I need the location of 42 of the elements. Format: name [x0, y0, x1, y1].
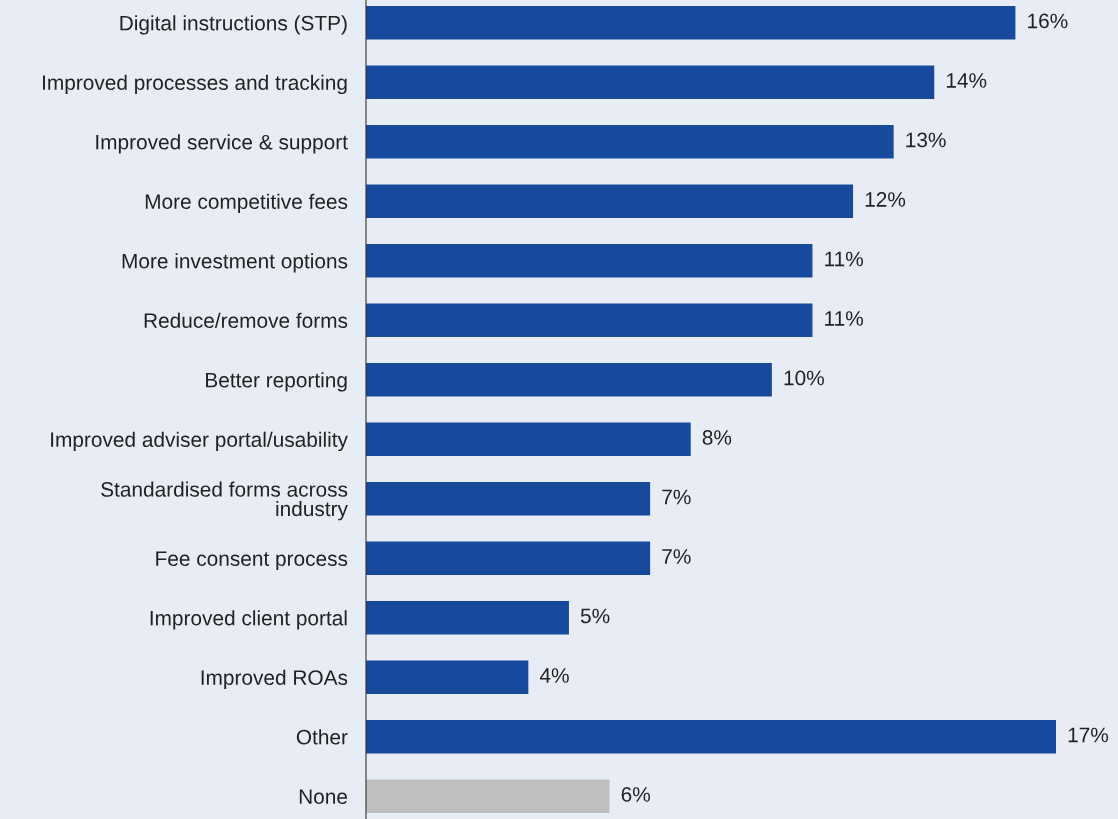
bar	[366, 363, 772, 397]
bar	[366, 720, 1056, 754]
bar	[366, 303, 813, 337]
bar	[366, 184, 854, 218]
data-label: 17%	[1068, 727, 1109, 743]
bar	[366, 482, 651, 516]
y-tick-label: Standardised forms across industry	[101, 481, 348, 521]
data-label: 12%	[865, 192, 906, 207]
y-tick-label: Improved ROAs	[201, 669, 348, 690]
y-tick-label: Other	[296, 729, 348, 745]
y-tick-label: Improved client portal	[150, 610, 347, 630]
y-tick-label: Improved adviser portal/usability	[51, 431, 348, 452]
y-tick-label: Fee consent process	[156, 551, 348, 571]
data-label: 4%	[539, 668, 569, 683]
bar	[366, 65, 935, 99]
data-label: 8%	[702, 430, 732, 445]
data-label: 11%	[825, 311, 863, 326]
y-tick-label: Improved processes and tracking	[43, 74, 347, 95]
data-label: 6%	[621, 787, 651, 802]
data-label: 14%	[946, 73, 987, 88]
bar	[366, 601, 569, 635]
data-label: 5%	[580, 608, 610, 624]
data-label: 16%	[1028, 13, 1068, 29]
y-tick-label: Reduce/remove forms	[144, 312, 348, 328]
bar	[366, 422, 691, 456]
data-label: 7%	[662, 489, 691, 505]
data-label: 7%	[662, 549, 691, 564]
y-tick-label: More competitive fees	[145, 193, 348, 214]
bar	[366, 125, 894, 159]
bar	[366, 779, 610, 813]
bar	[366, 6, 1016, 40]
bar	[366, 244, 813, 278]
bar	[366, 660, 529, 694]
y-tick-label: More investment options	[122, 253, 348, 273]
y-tick-label: None	[299, 789, 348, 804]
data-label: 11%	[825, 251, 863, 267]
y-tick-label: Better reporting	[206, 372, 347, 392]
data-label: 13%	[906, 132, 946, 148]
data-label: 10%	[784, 370, 824, 386]
y-tick-label: Digital instructions (STP)	[120, 15, 347, 35]
bar	[366, 541, 651, 575]
y-tick-label: Improved service & support	[96, 134, 348, 154]
